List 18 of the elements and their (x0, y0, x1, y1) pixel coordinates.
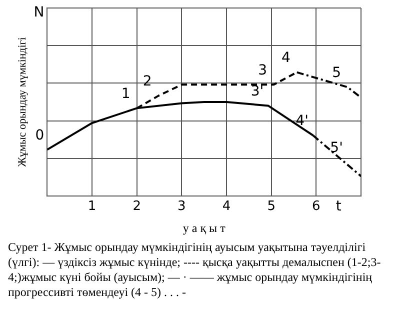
annotation: 3 (258, 62, 268, 78)
x-axis-title: у а қ ы т (182, 220, 226, 235)
annotation: 4 (281, 50, 290, 66)
x-tick-label: 2 (132, 199, 141, 214)
x-tick-label: 5 (267, 199, 276, 214)
annotation: 5 (332, 64, 342, 81)
text: t (336, 198, 342, 215)
annotation: 5' (330, 140, 343, 156)
text: Сурет 1- Жұмыс орындау мүмкіндігінің ауысым уақытына тәуелділігі (үлгі): — үздіксіз жұмыс күнінде; ---- қысқа уақытты демалыспен (1-2;3-4;)жұмыс күні бойы (ауысым); — · —— жұмыс орындау мүмкіндігінің прогрессивті төмендеуі (4 - 5) . . . - (8, 240, 382, 300)
text: N (34, 4, 44, 21)
x-tick-label: 3 (178, 199, 186, 214)
annotation: 3' (250, 83, 264, 100)
x-tick-label: 4 (222, 199, 231, 214)
annotation: 0 (35, 127, 44, 144)
x-tick-label: 6 (312, 199, 320, 214)
y-axis-title: Жұмыс орындау мүмкіндігі (16, 37, 28, 167)
annotation: 1 (121, 86, 130, 102)
x-tick-label: 1 (88, 199, 96, 214)
